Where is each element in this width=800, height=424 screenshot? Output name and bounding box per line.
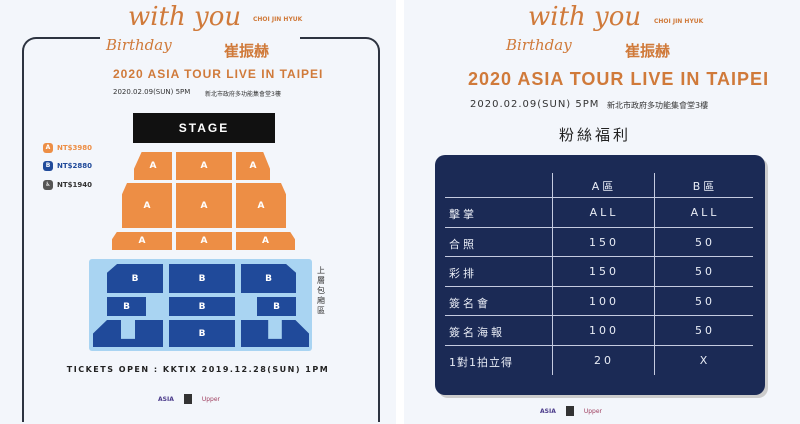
section-b[interactable]: B <box>169 297 235 316</box>
section-b[interactable]: B <box>241 320 309 347</box>
section-a[interactable]: A <box>236 152 270 180</box>
cell-a: 150 <box>589 265 619 278</box>
row-label: 擊掌 <box>449 208 477 221</box>
section-a[interactable]: A <box>236 183 286 228</box>
section-a[interactable]: A <box>176 183 232 228</box>
artist-zh: 崔振赫 <box>625 42 671 60</box>
cell-a: 100 <box>589 295 619 308</box>
section-a[interactable]: A <box>112 232 172 250</box>
section-b[interactable]: B <box>169 320 235 347</box>
section-b[interactable]: B <box>257 297 296 316</box>
legend-wheelchair-price: NT$1940 <box>57 181 92 189</box>
script-with-you: with you <box>528 2 642 32</box>
legend-b-badge: B <box>43 161 53 171</box>
cell-b: X <box>699 354 711 367</box>
column-header-a: A區 <box>591 180 617 193</box>
wheelchair-icon: ♿ <box>43 180 53 190</box>
legend-a-price: NT$3980 <box>57 144 92 152</box>
sponsor-logos: ASIA Upper <box>540 406 602 416</box>
sponsor-logos: ASIA Upper <box>158 394 220 404</box>
section-a[interactable]: A <box>176 232 232 250</box>
cell-b: 50 <box>695 324 715 337</box>
tickets-open: TICKETS OPEN : KKTIX 2019.12.28(SUN) 1PM <box>66 365 330 374</box>
artist-en: CHOI JIN HYUK <box>654 18 704 25</box>
row-label: 彩排 <box>449 267 477 280</box>
cell-a: 150 <box>589 236 619 249</box>
legend-b: B NT$2880 <box>43 161 92 171</box>
section-b[interactable]: B <box>169 264 235 293</box>
section-b[interactable]: B <box>107 264 163 293</box>
row-label: 簽名海報 <box>449 326 505 339</box>
asia-logo: ASIA <box>158 395 174 403</box>
stage: STAGE <box>133 113 275 143</box>
benefits-poster: with you Birthday CHOI JIN HYUK 崔振赫 2020… <box>404 0 800 424</box>
section-b[interactable]: B <box>107 297 146 316</box>
cell-a: 100 <box>589 324 619 337</box>
cell-a: 20 <box>594 354 614 367</box>
event-venue: 新北市政府多功能集會堂3樓 <box>607 101 709 110</box>
benefits-title: 粉絲福利 <box>559 126 632 144</box>
g-logo <box>565 406 574 416</box>
column-header-b: B區 <box>692 180 718 193</box>
cell-b: 50 <box>695 236 715 249</box>
section-a[interactable]: A <box>176 152 232 180</box>
script-with-you: with you <box>128 2 242 32</box>
legend-b-price: NT$2880 <box>57 162 92 170</box>
seat-map-poster: with you Birthday CHOI JIN HYUK 崔振赫 2020… <box>0 0 396 424</box>
panel-divider <box>396 0 404 424</box>
asia-logo: ASIA <box>540 407 556 415</box>
tour-title: 2020 ASIA TOUR LIVE IN TAIPEI <box>468 69 770 89</box>
row-label: 1對1拍立得 <box>449 356 513 369</box>
artist-zh: 崔振赫 <box>224 42 270 60</box>
tour-title: 2020 ASIA TOUR LIVE IN TAIPEI <box>113 67 324 81</box>
section-b-area: B B B B B B B B B <box>89 259 312 351</box>
event-venue: 新北市政府多功能集會堂3樓 <box>205 91 281 98</box>
event-datetime: 2020.02.09(SUN) 5PM <box>113 88 191 96</box>
cell-b: 50 <box>695 295 715 308</box>
section-b[interactable]: B <box>93 320 163 347</box>
artist-en: CHOI JIN HYUK <box>253 16 303 23</box>
cell-a: ALL <box>589 206 619 219</box>
event-datetime: 2020.02.09(SUN) 5PM <box>470 99 600 110</box>
upper-logo: Upper <box>201 395 221 403</box>
upper-box-label: 上層包廂區 <box>317 266 325 315</box>
cell-b: ALL <box>690 206 720 219</box>
section-a[interactable]: A <box>134 152 172 180</box>
legend-a-badge: A <box>43 143 53 153</box>
legend-a: A NT$3980 <box>43 143 92 153</box>
row-label: 簽名會 <box>449 297 491 310</box>
section-a[interactable]: A <box>236 232 295 250</box>
legend-wheelchair: ♿ NT$1940 <box>43 180 92 190</box>
section-a[interactable]: A <box>122 183 172 228</box>
upper-logo: Upper <box>583 407 603 415</box>
section-b[interactable]: B <box>241 264 296 293</box>
g-logo <box>183 394 192 404</box>
cell-b: 50 <box>695 265 715 278</box>
row-label: 合照 <box>449 238 477 251</box>
script-birthday: Birthday <box>506 36 572 54</box>
benefits-table: A區 B區 擊掌 ALL ALL 合照 150 50 彩排 150 50 簽名會… <box>435 155 765 395</box>
script-birthday: Birthday <box>106 36 172 54</box>
